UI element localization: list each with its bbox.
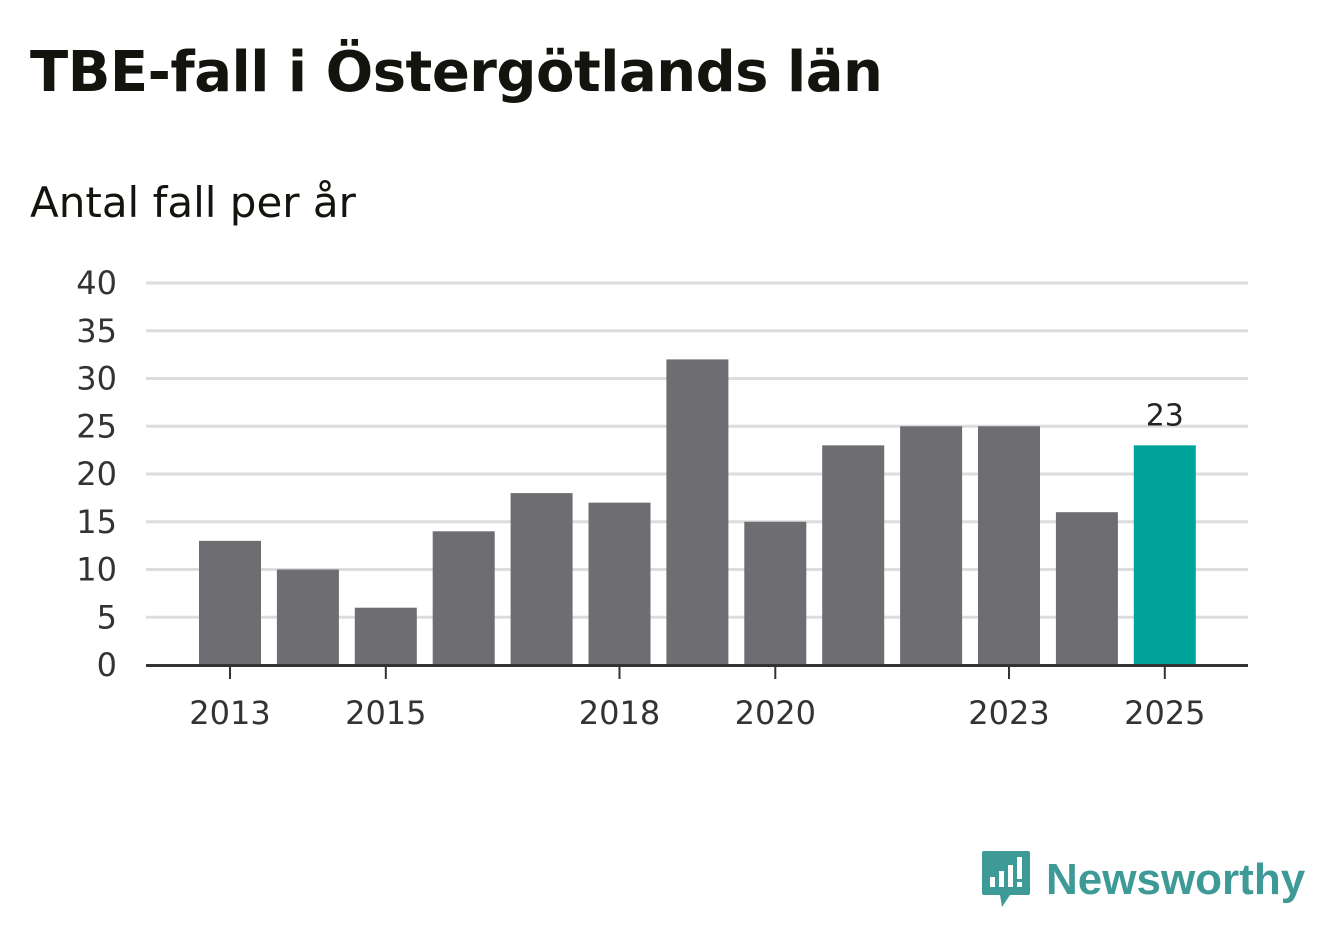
data-labels: 23 xyxy=(1146,398,1184,433)
data-label-2025: 23 xyxy=(1146,398,1184,433)
x-axis xyxy=(146,664,1248,679)
y-tick-label: 25 xyxy=(76,407,117,445)
chart-title: TBE-fall i Östergötlands län xyxy=(30,40,883,105)
y-tick-label: 0 xyxy=(97,646,117,684)
x-axis-tick-labels: 2013 2015 2018 2020 2023 2025 xyxy=(189,694,1205,732)
bar-2023 xyxy=(978,426,1040,665)
bar-2014 xyxy=(276,569,339,665)
y-tick-label: 35 xyxy=(76,312,117,350)
x-tick-label: 2020 xyxy=(735,694,816,732)
y-tick-label: 10 xyxy=(76,551,117,589)
bar-2020 xyxy=(744,521,807,665)
x-tick-label: 2015 xyxy=(345,694,426,732)
bar-2015 xyxy=(354,607,417,665)
y-axis-tick-labels: 0 5 10 15 20 25 30 35 40 xyxy=(76,264,117,684)
newsworthy-logo: Newsworthy xyxy=(980,848,1305,912)
x-tick-label: 2025 xyxy=(1124,694,1205,732)
y-tick-label: 30 xyxy=(76,360,117,398)
newsworthy-logo-icon xyxy=(982,851,1030,907)
y-tick-label: 40 xyxy=(76,264,117,302)
x-tick-label: 2018 xyxy=(579,694,660,732)
x-tick-label: 2013 xyxy=(189,694,270,732)
bar-2021 xyxy=(822,445,885,665)
bar-2013 xyxy=(199,540,261,665)
bar-2025 xyxy=(1133,445,1196,665)
y-tick-label: 20 xyxy=(76,455,117,493)
x-tick-label: 2023 xyxy=(968,694,1049,732)
bars xyxy=(199,359,1196,665)
bar-2024 xyxy=(1055,512,1118,665)
bar-2018 xyxy=(588,502,651,665)
chart-subtitle: Antal fall per år xyxy=(30,178,356,227)
bar-2016 xyxy=(432,531,495,665)
y-tick-label: 5 xyxy=(97,598,117,636)
brand-name: Newsworthy xyxy=(1046,855,1306,904)
bar-2019 xyxy=(666,359,729,665)
bar-2017 xyxy=(510,493,573,665)
y-tick-label: 15 xyxy=(76,503,117,541)
bar-2022 xyxy=(900,426,963,665)
